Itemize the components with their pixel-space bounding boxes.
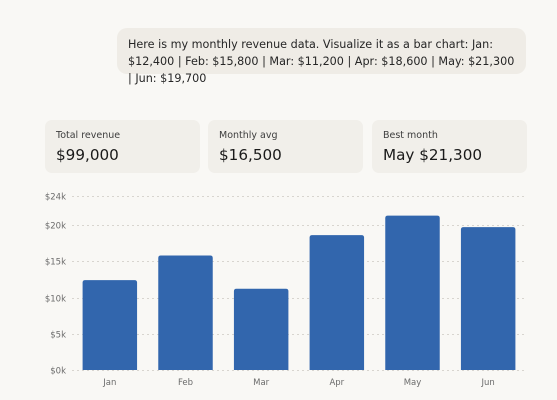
chart-bars [82, 215, 516, 370]
summary-stats: Total revenue $99,000 Monthly avg $16,50… [45, 120, 527, 173]
x-tick-label: Feb [178, 378, 193, 388]
bar-jun [460, 227, 516, 370]
stat-label: Monthly avg [219, 130, 278, 141]
y-tick-label: $5k [50, 331, 66, 341]
stat-value: $99,000 [56, 146, 119, 164]
revenue-bar-chart: $0k $5k $10k $15k $20k $24k Jan Feb Mar Apr May Ju… [45, 193, 526, 388]
y-tick-label: $24k [45, 193, 66, 203]
x-tick-label: Jan [102, 378, 116, 388]
chart-gridlines [72, 196, 526, 371]
y-tick-label: $15k [45, 258, 66, 268]
x-tick-label: Jun [481, 378, 495, 388]
x-tick-label: Apr [329, 378, 344, 388]
stat-label: Best month [383, 130, 438, 141]
user-message-bubble: Here is my monthly revenue data. Visuali… [117, 28, 526, 85]
stat-card-total-revenue: Total revenue $99,000 [45, 120, 200, 173]
y-axis: $0k $5k $10k $15k $20k $24k [45, 193, 66, 377]
x-tick-label: Mar [253, 378, 270, 388]
bar-apr [309, 235, 365, 370]
y-tick-label: $20k [45, 222, 66, 232]
stat-value: $16,500 [219, 146, 282, 164]
y-tick-label: $0k [50, 367, 66, 377]
x-axis: Jan Feb Mar Apr May Jun [102, 378, 495, 388]
bar-feb [158, 255, 213, 370]
stat-card-monthly-avg: Monthly avg $16,500 [208, 120, 363, 173]
user-message-text: Here is my monthly revenue data. Visuali… [128, 38, 515, 85]
bar-jan [82, 280, 138, 370]
bar-mar [233, 288, 289, 370]
bar-may [385, 215, 440, 370]
stat-card-best-month: Best month May $21,300 [372, 120, 527, 173]
y-tick-label: $10k [45, 295, 66, 305]
stat-label: Total revenue [56, 130, 121, 141]
x-tick-label: May [404, 378, 422, 388]
stat-value: May $21,300 [383, 146, 483, 164]
